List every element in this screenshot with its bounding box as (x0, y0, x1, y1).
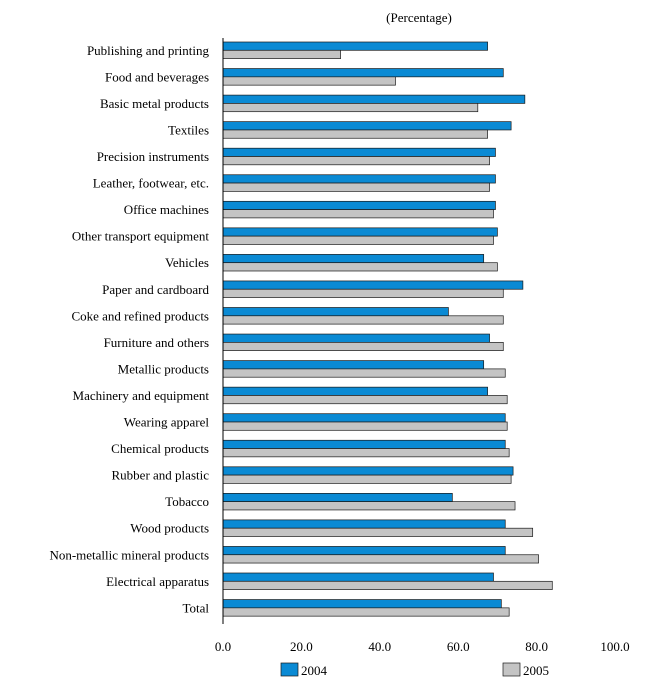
bar-2004 (222, 439, 506, 449)
bar-2005 (222, 262, 498, 272)
bar-2004 (222, 386, 488, 396)
category-label: Coke and refined products (71, 308, 209, 323)
bar-2005 (222, 182, 490, 192)
bar-2005 (222, 421, 508, 431)
bar-2004 (222, 68, 504, 78)
x-tick-label: 20.0 (290, 639, 313, 654)
bar-2005 (222, 527, 534, 537)
bar-2004 (222, 546, 506, 556)
bar-2005 (222, 156, 490, 166)
bar-2004 (222, 227, 498, 237)
bar-2005 (222, 103, 479, 113)
bar-2005 (222, 76, 396, 86)
bar-2004 (222, 121, 512, 131)
x-tick-label: 60.0 (447, 639, 470, 654)
bar-2005 (222, 474, 512, 484)
bar-2004 (222, 280, 524, 290)
bar-2005 (222, 288, 504, 298)
category-label: Precision instruments (97, 149, 209, 164)
bar-2004 (222, 333, 490, 343)
bar-2005 (222, 129, 488, 139)
bar-2004 (222, 519, 506, 529)
legend-label-2004: 2004 (301, 663, 328, 677)
category-label: Office machines (124, 202, 209, 217)
bar-2005 (222, 501, 516, 511)
category-label: Rubber and plastic (112, 468, 210, 483)
bar-2005 (222, 315, 504, 325)
bar-2004 (222, 572, 494, 582)
category-label: Total (182, 600, 209, 615)
category-label: Furniture and others (104, 335, 209, 350)
bar-2004 (222, 360, 485, 370)
x-tick-label: 100.0 (600, 639, 629, 654)
category-label: Wearing apparel (124, 415, 210, 430)
bar-2005 (222, 342, 504, 352)
category-label: Paper and cardboard (102, 282, 209, 297)
bar-2004 (222, 493, 453, 503)
bar-2004 (222, 413, 506, 423)
category-label: Chemical products (111, 441, 209, 456)
bar-2004 (222, 200, 496, 210)
category-label: Vehicles (165, 255, 209, 270)
bar-2004 (222, 599, 502, 609)
bar-2005 (222, 235, 494, 245)
bar-2004 (222, 41, 488, 51)
category-label: Metallic products (118, 361, 209, 376)
bar-2004 (222, 174, 496, 184)
category-label: Electrical apparatus (106, 574, 209, 589)
bar-2004 (222, 466, 514, 476)
bar-2005 (222, 580, 553, 590)
legend-swatch-2005 (502, 662, 521, 677)
category-label: Non-metallic mineral products (49, 547, 209, 562)
category-label: Other transport equipment (72, 229, 210, 244)
category-label: Wood products (130, 521, 209, 536)
bar-2004 (222, 307, 449, 317)
bar-2005 (222, 395, 508, 405)
bar-2005 (222, 607, 510, 617)
category-label: Food and beverages (105, 69, 209, 84)
legend: 2004 2005 (280, 662, 549, 677)
bar-2004 (222, 147, 496, 157)
bar-2005 (222, 49, 341, 59)
chart-subtitle: (Percentage) (386, 10, 452, 25)
category-label: Basic metal products (100, 96, 209, 111)
x-tick-label: 40.0 (368, 639, 391, 654)
bar-2005 (222, 368, 506, 378)
category-labels: Publishing and printing Food and beverage… (49, 43, 209, 616)
bar-2005 (222, 209, 494, 219)
x-tick-label: 80.0 (525, 639, 548, 654)
legend-swatch-2004 (280, 662, 299, 677)
bar-2004 (222, 254, 485, 264)
category-label: Publishing and printing (87, 43, 210, 58)
bar-2005 (222, 554, 539, 564)
category-label: Tobacco (165, 494, 209, 509)
category-label: Leather, footwear, etc. (93, 176, 209, 191)
bars-group (222, 41, 553, 617)
bar-2005 (222, 448, 510, 458)
x-tick-label: 0.0 (215, 639, 231, 654)
legend-label-2005: 2005 (523, 663, 549, 677)
category-label: Machinery and equipment (73, 388, 210, 403)
x-axis: 0.0 20.0 40.0 60.0 80.0 100.0 (215, 38, 630, 654)
category-label: Textiles (168, 122, 209, 137)
bar-2004 (222, 94, 526, 104)
